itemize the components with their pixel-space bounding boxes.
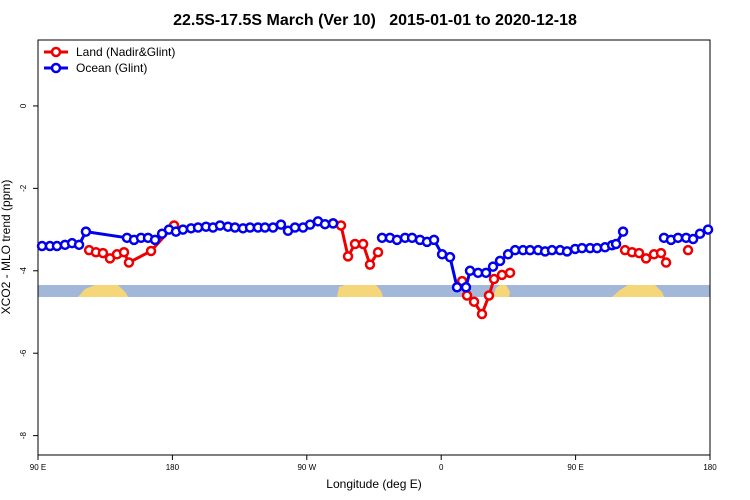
point <box>561 246 573 257</box>
point <box>349 238 361 250</box>
point <box>694 228 706 239</box>
legend-marker <box>50 46 62 58</box>
point <box>610 238 622 250</box>
point <box>682 244 694 256</box>
point <box>391 234 403 246</box>
point <box>259 222 271 233</box>
legend-marker <box>50 62 62 74</box>
point <box>428 234 440 246</box>
land-strip <box>78 285 128 297</box>
y-tick-label: -6 <box>19 349 28 357</box>
point <box>451 282 463 293</box>
point <box>118 246 130 258</box>
x-axis-label: Longitude (deg E) <box>326 477 421 491</box>
point <box>483 290 495 301</box>
y-tick-label: 0 <box>19 103 28 108</box>
x-tick-label: 90 W <box>297 463 316 472</box>
point <box>487 261 499 272</box>
y-tick-label: -2 <box>19 184 28 192</box>
point <box>275 219 287 230</box>
point <box>524 244 536 256</box>
point <box>660 257 672 268</box>
point <box>460 282 472 293</box>
point <box>464 265 476 277</box>
point <box>576 242 588 254</box>
point <box>97 247 109 259</box>
point <box>494 255 506 267</box>
land-ocean-strip <box>38 285 710 297</box>
point <box>702 224 714 235</box>
point <box>145 245 157 257</box>
point <box>149 234 161 246</box>
point <box>496 269 508 281</box>
point <box>546 244 558 256</box>
point <box>672 232 684 244</box>
land-strip <box>493 285 510 297</box>
point <box>177 224 189 235</box>
point <box>476 308 488 320</box>
point <box>504 267 516 279</box>
y-axis-label: XCO2 - MLO trend (ppm) <box>0 180 13 315</box>
legend-label: Land (Nadir&Glint) <box>76 45 175 59</box>
point <box>214 220 226 231</box>
point <box>444 251 456 263</box>
point <box>123 257 135 268</box>
point <box>357 238 369 250</box>
y-tick-label: -8 <box>19 432 28 440</box>
point <box>617 226 629 237</box>
y-tick-label: -4 <box>19 267 28 275</box>
point <box>480 267 492 279</box>
point <box>372 246 384 258</box>
point <box>73 239 85 251</box>
point <box>342 251 354 262</box>
point <box>289 222 301 233</box>
x-tick-label: 180 <box>166 463 180 472</box>
x-tick-label: 90 E <box>567 463 583 472</box>
point <box>687 233 699 245</box>
x-tick-label: 0 <box>439 463 444 472</box>
point <box>461 290 473 301</box>
chart-title: 22.5S-17.5S March (Ver 10) 2015-01-01 to… <box>173 12 577 29</box>
land-strip <box>337 285 383 297</box>
point <box>327 218 339 229</box>
point <box>468 296 480 307</box>
point <box>640 253 652 264</box>
point <box>319 218 331 230</box>
point <box>80 226 92 237</box>
legend-label: Ocean (Glint) <box>76 61 147 75</box>
point <box>364 259 376 270</box>
point <box>633 247 645 259</box>
x-tick-label: 90 E <box>30 463 46 472</box>
point <box>655 247 667 259</box>
point <box>488 273 500 285</box>
point <box>229 222 241 233</box>
land-strip <box>612 285 664 297</box>
point <box>51 240 63 252</box>
x-tick-label: 180 <box>703 463 717 472</box>
